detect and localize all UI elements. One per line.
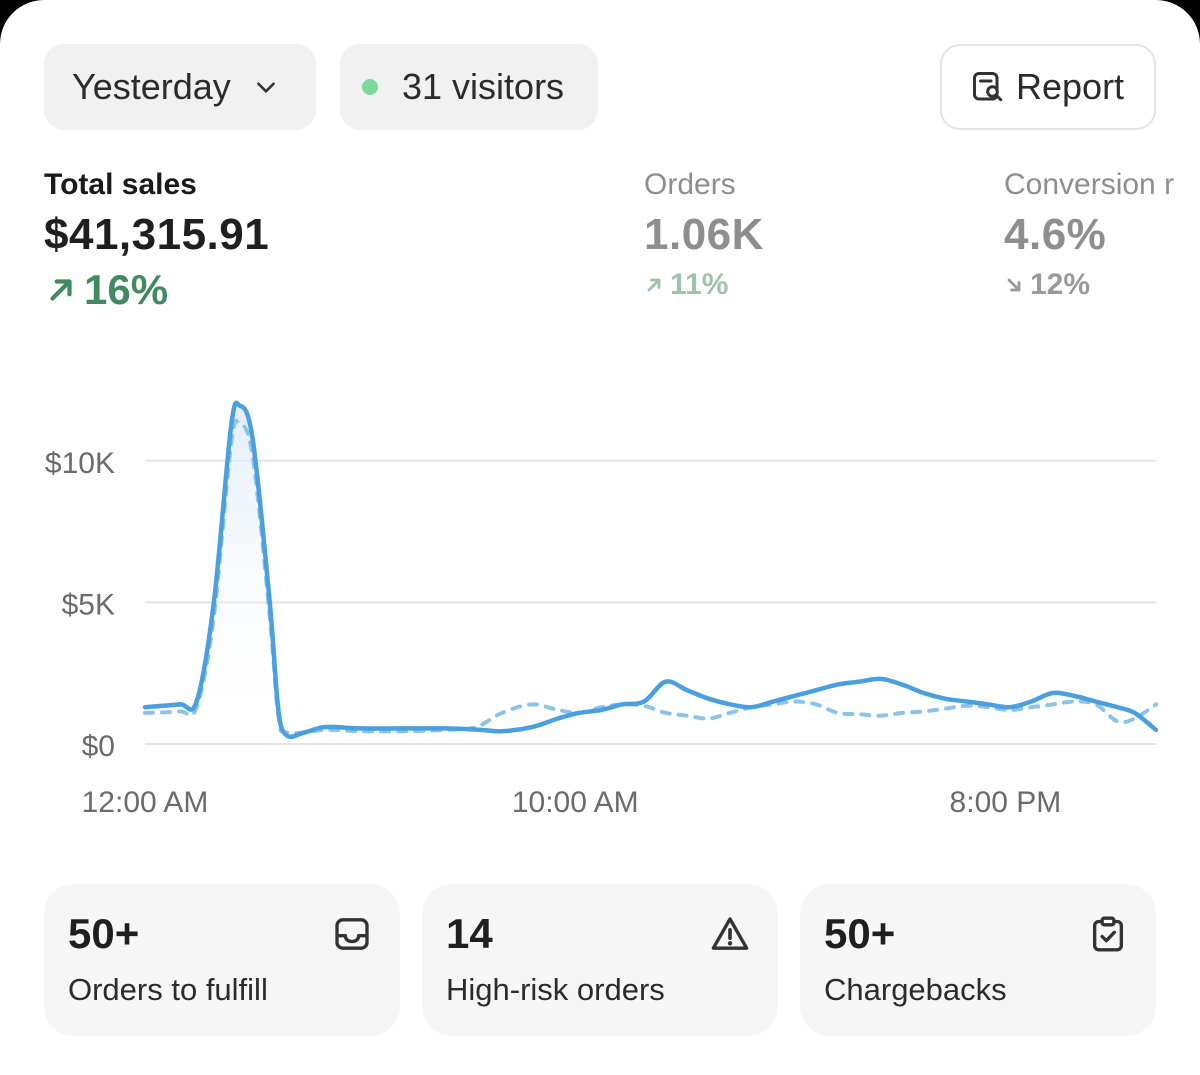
tile-count: 50+ xyxy=(68,910,140,957)
report-search-icon xyxy=(973,72,1003,102)
metric-total-sales[interactable]: Total sales $41,315.91 16% xyxy=(44,168,269,314)
metric-value: $41,315.91 xyxy=(44,210,270,259)
y-tick-label: $0 xyxy=(82,730,115,763)
date-range-dropdown[interactable]: Yesterday xyxy=(44,44,316,130)
metric-value: 4.6% xyxy=(1004,210,1107,259)
metric-value: 1.06K xyxy=(644,210,764,259)
y-tick-label: $10K xyxy=(45,447,115,480)
tile-label: Orders to fulfill xyxy=(68,972,268,1007)
arrow-up-right-icon xyxy=(647,278,661,292)
metric-delta: 16% xyxy=(44,266,269,314)
visitors-label: 31 visitors xyxy=(402,66,565,107)
orders-to-fulfill-tile[interactable]: 50+ Orders to fulfill xyxy=(44,884,400,1036)
tile-label: High-risk orders xyxy=(446,972,665,1007)
x-tick-label: 10:00 AM xyxy=(512,786,639,819)
y-tick-label: $5K xyxy=(62,588,115,621)
metric-label: Orders xyxy=(644,168,736,201)
metric-delta: 11% xyxy=(644,268,764,302)
sales-over-time-chart: $10K $5K $0 12:00 AM 10:00 AM 8:00 PM xyxy=(45,400,1159,819)
metric-label: Total sales xyxy=(44,168,197,201)
tile-count: 14 xyxy=(446,910,493,957)
warning-icon xyxy=(711,917,749,950)
metric-delta: 12% xyxy=(1004,268,1200,302)
clipboard-check-icon xyxy=(1093,916,1123,952)
report-button[interactable]: Report xyxy=(940,44,1156,130)
tile-count: 50+ xyxy=(824,910,896,957)
chevron-down-icon xyxy=(256,82,275,93)
inbox-icon xyxy=(335,918,369,950)
current-period-series-line xyxy=(142,400,1159,740)
current-series-area xyxy=(145,402,1156,744)
metric-label: Conversion r xyxy=(1004,168,1175,201)
high-risk-orders-tile[interactable]: 14 High-risk orders xyxy=(422,884,778,1036)
live-visitors-button[interactable]: 31 visitors xyxy=(340,44,598,130)
report-label: Report xyxy=(1016,66,1125,107)
arrow-up-right-icon xyxy=(50,279,72,301)
chargebacks-tile[interactable]: 50+ Chargebacks xyxy=(800,884,1156,1036)
previous-period-series-line xyxy=(143,418,1158,736)
metric-delta-value: 12% xyxy=(1030,268,1091,301)
tile-label: Chargebacks xyxy=(824,972,1007,1007)
metric-delta-value: 16% xyxy=(84,266,169,313)
metric-conversion-rate[interactable]: Conversion r 4.6% 12% xyxy=(1004,168,1200,302)
x-tick-label: 8:00 PM xyxy=(950,786,1062,819)
metric-delta-value: 11% xyxy=(670,268,729,301)
x-tick-label: 12:00 AM xyxy=(82,786,209,819)
arrow-down-right-icon xyxy=(1007,278,1021,292)
live-status-dot xyxy=(362,79,378,95)
metric-orders[interactable]: Orders 1.06K 11% xyxy=(644,168,764,302)
date-range-label: Yesterday xyxy=(72,66,231,107)
